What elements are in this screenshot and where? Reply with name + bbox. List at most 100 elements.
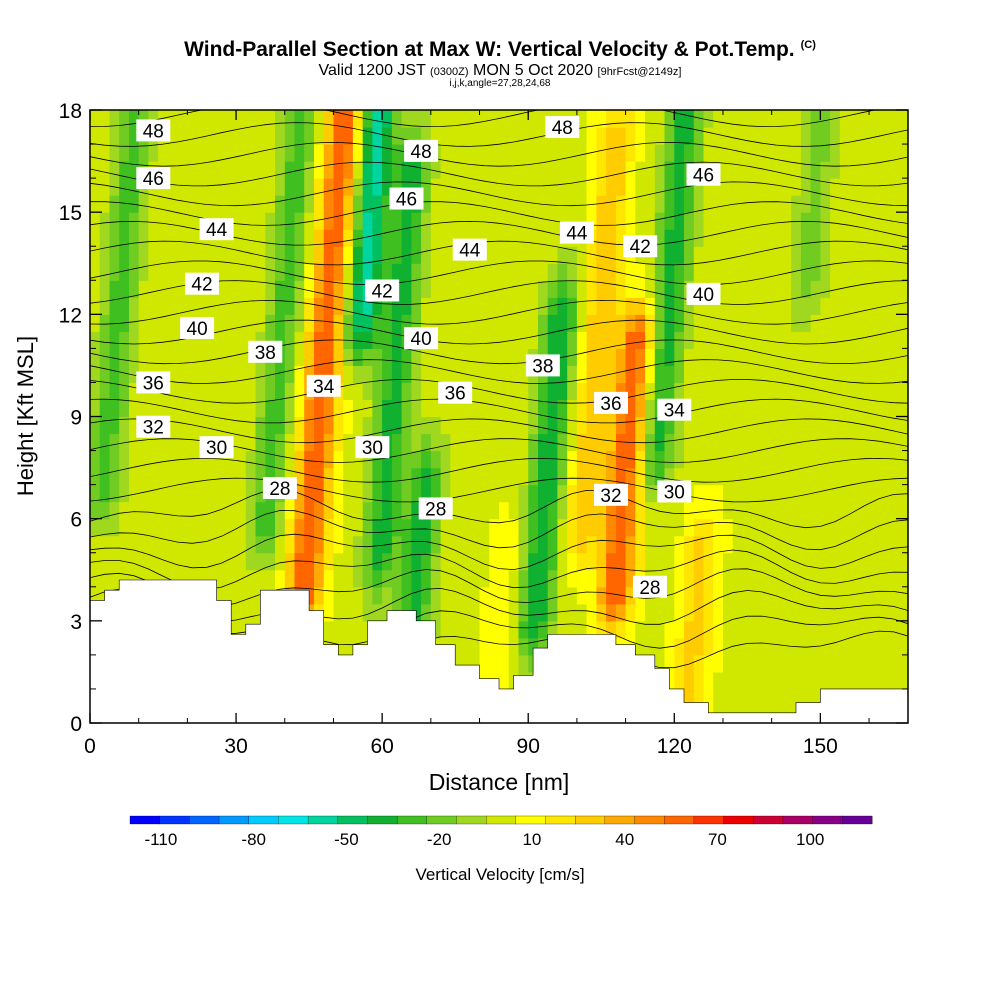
- field-cell: [596, 518, 607, 537]
- field-cell: [460, 518, 471, 537]
- field-cell: [869, 501, 880, 520]
- field-cell: [761, 195, 773, 213]
- field-cell: [460, 552, 471, 571]
- field-cell: [713, 195, 724, 213]
- x-tick-label: 120: [657, 735, 692, 758]
- field-cell: [372, 399, 383, 418]
- field-cell: [606, 620, 617, 639]
- field-cell: [878, 603, 890, 622]
- field-cell: [723, 688, 734, 707]
- field-cell: [508, 127, 519, 145]
- field-cell: [119, 331, 130, 349]
- field-cell: [314, 535, 325, 554]
- field-cell: [158, 314, 169, 332]
- field-cell: [839, 229, 851, 247]
- field-cell: [99, 450, 110, 469]
- field-cell: [226, 314, 237, 332]
- field-cell: [761, 484, 773, 503]
- field-cell: [265, 144, 276, 162]
- field-cell: [888, 365, 899, 383]
- field-cell: [713, 246, 724, 264]
- field-cell: [674, 501, 685, 520]
- field-cell: [187, 535, 198, 554]
- field-cell: [664, 620, 675, 639]
- field-cell: [226, 280, 237, 298]
- field-cell: [771, 637, 782, 656]
- field-cell: [528, 416, 539, 435]
- field-cell: [460, 161, 471, 179]
- field-cell: [567, 552, 578, 571]
- field-cell: [800, 450, 812, 469]
- field-cell: [538, 331, 549, 349]
- field-cell: [352, 501, 364, 520]
- field-cell: [430, 467, 442, 486]
- field-cell: [839, 467, 851, 486]
- field-cell: [693, 654, 705, 673]
- contour-label-text: 44: [206, 220, 228, 241]
- field-cell: [440, 212, 451, 230]
- field-cell: [713, 552, 724, 571]
- field-cell: [888, 671, 899, 690]
- field-cell: [810, 348, 821, 366]
- field-cell: [187, 246, 198, 264]
- field-cell: [732, 331, 743, 349]
- field-cell: [99, 110, 110, 128]
- field-cell: [206, 263, 218, 281]
- field-cell: [314, 110, 325, 128]
- field-cell: [635, 416, 646, 435]
- field-cell: [859, 314, 870, 332]
- field-cell: [333, 535, 344, 554]
- field-cell: [284, 263, 296, 281]
- field-cell: [723, 620, 734, 639]
- field-cell: [421, 535, 432, 554]
- field-cell: [158, 433, 169, 452]
- field-cell: [499, 399, 510, 418]
- field-cell: [206, 535, 218, 554]
- field-cell: [781, 535, 792, 554]
- field-cell: [635, 314, 646, 332]
- field-cell: [830, 246, 841, 264]
- contour-label-text: 38: [255, 343, 276, 364]
- field-cell: [615, 314, 627, 332]
- field-cell: [771, 178, 782, 196]
- field-cell: [440, 450, 451, 469]
- field-cell: [275, 569, 286, 588]
- field-cell: [226, 110, 237, 128]
- field-cell: [888, 280, 899, 298]
- field-cell: [333, 212, 344, 230]
- field-cell: [294, 314, 305, 332]
- field-cell: [236, 518, 247, 537]
- field-cell: [625, 144, 636, 162]
- field-cell: [440, 297, 451, 315]
- field-cell: [206, 569, 218, 588]
- field-cell: [226, 297, 237, 315]
- field-cell: [781, 263, 792, 281]
- field-cell: [625, 518, 636, 537]
- field-cell: [693, 263, 705, 281]
- field-cell: [284, 569, 296, 588]
- field-cell: [499, 620, 510, 639]
- field-cell: [830, 280, 841, 298]
- field-cell: [489, 399, 500, 418]
- field-cell: [343, 603, 354, 622]
- field-cell: [781, 433, 792, 452]
- field-cell: [596, 467, 607, 486]
- field-cell: [333, 110, 344, 128]
- field-cell: [206, 552, 218, 571]
- field-cell: [99, 263, 110, 281]
- field-cell: [469, 501, 481, 520]
- contour-label-text: 34: [664, 401, 686, 422]
- field-cell: [830, 212, 841, 230]
- field-cell: [304, 195, 315, 213]
- field-cell: [372, 246, 383, 264]
- field-cell: [430, 603, 442, 622]
- field-cell: [596, 416, 607, 435]
- field-cell: [236, 229, 247, 247]
- field-cell: [294, 518, 305, 537]
- field-cell: [674, 365, 685, 383]
- field-cell: [703, 671, 714, 690]
- field-cell: [391, 416, 403, 435]
- field-cell: [547, 144, 558, 162]
- x-axis: 0 30 60 90 120 150: [84, 110, 870, 758]
- field-cell: [635, 127, 646, 145]
